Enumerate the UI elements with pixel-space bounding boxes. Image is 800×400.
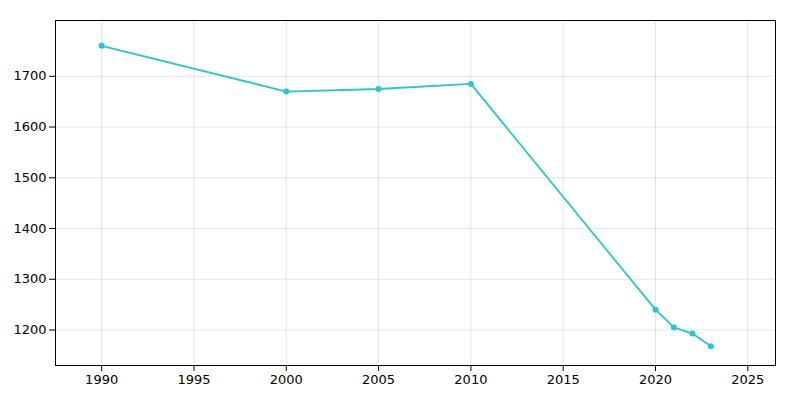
svg-text:1200: 1200	[13, 322, 46, 337]
svg-text:1995: 1995	[177, 372, 210, 387]
svg-text:2010: 2010	[454, 372, 487, 387]
svg-text:2015: 2015	[547, 372, 580, 387]
svg-text:1700: 1700	[13, 68, 46, 83]
svg-text:1990: 1990	[85, 372, 118, 387]
svg-text:2025: 2025	[731, 372, 764, 387]
svg-text:1300: 1300	[13, 271, 46, 286]
svg-text:1500: 1500	[13, 170, 46, 185]
svg-text:2020: 2020	[639, 372, 672, 387]
svg-text:2000: 2000	[270, 372, 303, 387]
svg-text:1600: 1600	[13, 119, 46, 134]
svg-text:2005: 2005	[362, 372, 395, 387]
svg-text:1400: 1400	[13, 221, 46, 236]
